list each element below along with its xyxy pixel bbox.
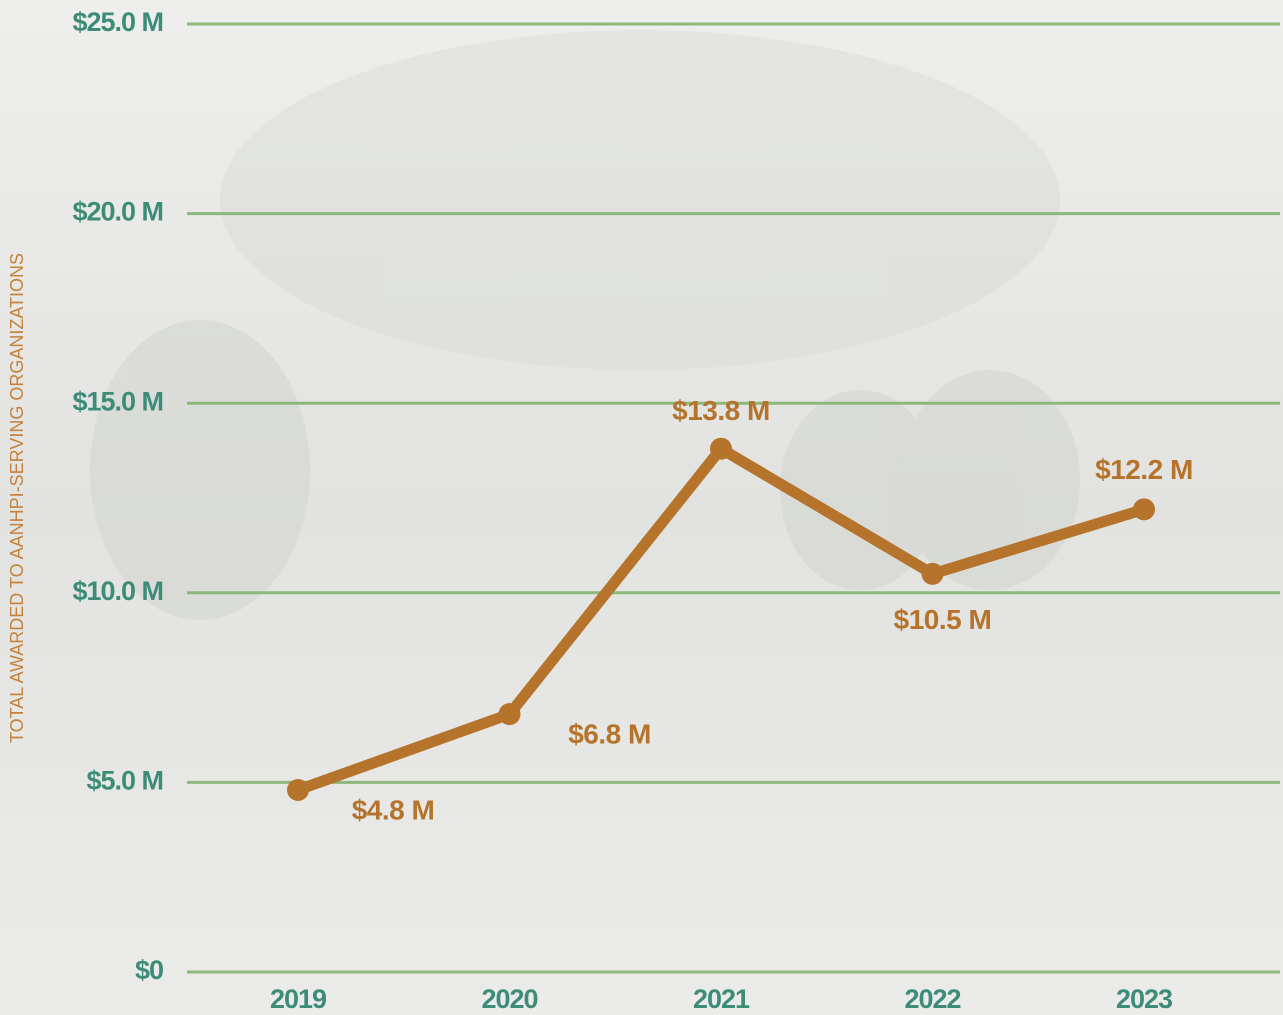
x-tick-label: 2020 [481, 984, 537, 1014]
x-tick-label: 2019 [270, 984, 327, 1014]
data-point [922, 563, 944, 585]
value-label: $4.8 M [352, 794, 435, 825]
y-tick-label: $25.0 M [72, 7, 163, 37]
y-tick-label: $10.0 M [72, 576, 163, 606]
chart: TOTAL AWARDED TO AANHPI-SERVING ORGANIZA… [0, 0, 1283, 1015]
y-axis-title: TOTAL AWARDED TO AANHPI-SERVING ORGANIZA… [7, 253, 27, 743]
y-tick-label: $0 [135, 955, 163, 985]
value-label: $13.8 M [672, 395, 770, 426]
value-label: $10.5 M [894, 604, 992, 635]
data-point [710, 438, 732, 460]
value-label: $12.2 M [1095, 454, 1193, 485]
x-tick-label: 2021 [693, 984, 750, 1014]
page: TOTAL AWARDED TO AANHPI-SERVING ORGANIZA… [0, 0, 1283, 1015]
y-tick-label: $5.0 M [86, 766, 163, 796]
y-tick-label: $15.0 M [72, 386, 163, 416]
data-point [499, 703, 521, 725]
x-tick-label: 2023 [1116, 984, 1173, 1014]
value-label: $6.8 M [568, 719, 651, 750]
y-tick-label: $20.0 M [72, 197, 163, 227]
data-point [287, 779, 309, 801]
x-tick-label: 2022 [904, 984, 960, 1014]
data-point [1133, 498, 1155, 520]
